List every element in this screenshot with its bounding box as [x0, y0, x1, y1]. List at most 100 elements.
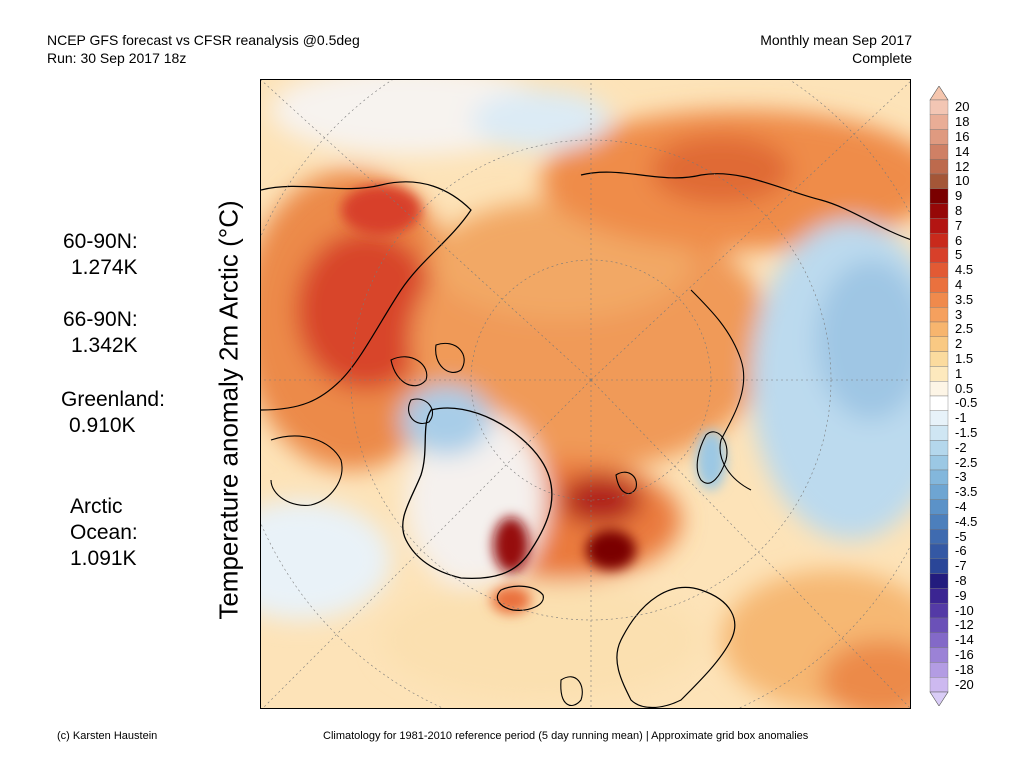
colorbar-bin	[929, 558, 949, 574]
colorbar-tick-label: 9	[955, 188, 963, 204]
colorbar-bin	[929, 617, 949, 634]
colorbar-bin	[929, 381, 949, 397]
colorbar-tick-label: 2.5	[955, 321, 974, 337]
stat-arctic-ocean: Arctic Ocean: 1.091K	[70, 468, 138, 598]
anomaly-region	[586, 530, 636, 570]
colorbar-tick-label: -3	[955, 469, 967, 485]
anomaly-region	[651, 135, 791, 205]
colorbar	[929, 86, 949, 706]
run-time: Run: 30 Sep 2017 18z	[47, 50, 187, 66]
colorbar-bin	[929, 632, 949, 648]
siberia-coastline	[580, 171, 910, 240]
anomaly-region	[471, 90, 611, 150]
novaya-zemlya-coastline	[696, 431, 728, 484]
colorbar-tick-label: 12	[955, 158, 970, 174]
colorbar-tick-label: -8	[955, 573, 967, 588]
stat-66-90n: 66-90N: 1.342K	[63, 307, 138, 359]
stat-label: Arctic Ocean:	[70, 495, 138, 544]
climatology-note: Climatology for 1981-2010 reference peri…	[323, 730, 809, 742]
colorbar-tick-label: -2	[955, 439, 967, 455]
colorbar-bin	[929, 455, 949, 471]
colorbar-tick-label: 4.5	[955, 262, 974, 278]
anomaly-region	[491, 586, 531, 614]
anomaly-detail	[341, 185, 726, 614]
hudson-bay-coastline	[270, 435, 343, 506]
colorbar-bin	[929, 247, 949, 264]
stat-value: 1.342K	[71, 334, 138, 357]
colorbar-bin	[929, 262, 949, 278]
colorbar-bin	[929, 277, 949, 293]
stat-value: 0.910K	[69, 414, 136, 437]
colorbar-tick-label: 1.5	[955, 351, 974, 366]
graticule	[261, 80, 910, 708]
colorbar-bin	[929, 218, 949, 234]
header-left: NCEP GFS forecast vs CFSR reanalysis @0.…	[47, 31, 360, 67]
colorbar-bin	[929, 366, 949, 382]
colorbar-tick-label: 20	[955, 99, 970, 115]
colorbar-bin	[929, 99, 949, 116]
colorbar-tick-label: 6	[955, 232, 963, 248]
colorbar-tick-label: -20	[955, 676, 974, 692]
colorbar-bin	[929, 647, 949, 663]
colorbar-tick-label: -18	[955, 661, 974, 677]
colorbar-bin	[929, 114, 949, 130]
anomaly-region	[381, 580, 701, 700]
colorbar-tick-label: 18	[955, 114, 970, 130]
colorbar-bin	[929, 144, 949, 160]
stat-greenland: Greenland: 0.910K	[61, 387, 165, 439]
colorbar-tick-label: 3	[955, 306, 963, 322]
north-america-coastline	[261, 181, 472, 411]
colorbar-bin	[929, 425, 949, 441]
anomaly-region	[261, 500, 391, 620]
colorbar-tick-label: 5	[955, 247, 963, 263]
colorbar-bin	[929, 203, 949, 219]
model-title: NCEP GFS forecast vs CFSR reanalysis @0.…	[47, 32, 360, 48]
colorbar-tick-label: -4	[955, 499, 967, 514]
colorbar-bin	[929, 232, 949, 249]
colorbar-tick-label: -5	[955, 528, 967, 544]
map-svg	[261, 80, 910, 708]
greenland-coastline	[402, 407, 553, 580]
colorbar-tick-label: 7	[955, 217, 963, 233]
anomaly-region	[401, 385, 491, 455]
colorbar-tick-label: -3.5	[955, 484, 978, 500]
period-title: Monthly mean Sep 2017	[760, 32, 912, 48]
colorbar-bin	[929, 395, 949, 412]
colorbar-tick-label: -6	[955, 543, 967, 559]
colorbar-tick-label: 2	[955, 336, 963, 352]
colorbar-bin	[929, 129, 949, 145]
colorbar-tick-label: 1	[955, 365, 963, 381]
stat-label: Greenland:	[61, 388, 165, 411]
stat-value: 1.091K	[70, 547, 137, 570]
stat-value: 1.274K	[71, 256, 138, 279]
meridian	[590, 81, 910, 381]
anomaly-region	[271, 80, 551, 155]
colorbar-tick-label: -12	[955, 617, 974, 633]
colorbar-bin	[929, 588, 949, 604]
stat-label: 66-90N:	[63, 308, 138, 331]
meridian	[590, 379, 910, 708]
colorbar-bin	[929, 306, 949, 323]
colorbar-tick-label: -14	[955, 632, 974, 648]
anomaly-region	[296, 230, 436, 390]
colorbar-bin	[929, 573, 949, 589]
colorbar-tick-label: -7	[955, 558, 967, 574]
colorbar-tick-label: 4	[955, 277, 963, 292]
colorbar-bin	[929, 662, 949, 678]
colorbar-tick-label: 16	[955, 129, 970, 144]
colorbar-bin	[929, 410, 949, 426]
anomaly-region	[821, 640, 910, 708]
colorbar-bin	[929, 514, 949, 530]
colorbar-bin	[929, 336, 949, 352]
colorbar-tick-label: 10	[955, 173, 970, 189]
colorbar-tick-label: -2.5	[955, 454, 978, 470]
colorbar-bin	[929, 292, 949, 308]
uk-coastline	[560, 676, 583, 706]
colorbar-bin	[929, 440, 949, 456]
colorbar-tick-label: -16	[955, 647, 974, 662]
svalbard-coastline	[615, 471, 637, 495]
colorbar-bin	[929, 173, 949, 190]
anomaly-map[interactable]	[260, 79, 911, 709]
colorbar-bottom-arrow	[929, 691, 949, 706]
colorbar-tick-label: 0.5	[955, 380, 974, 396]
